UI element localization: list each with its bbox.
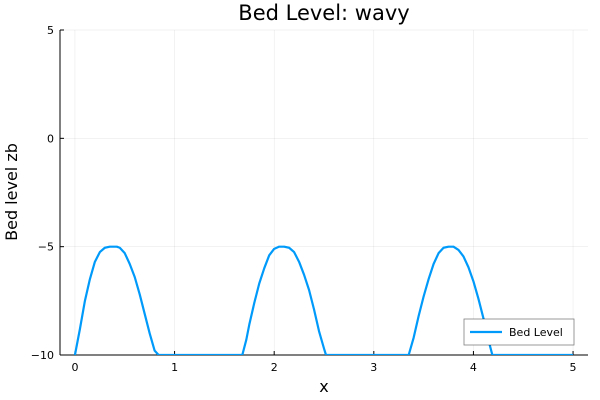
plot-series [73,245,574,355]
x-tick-label: 4 [470,361,477,374]
y-axis-title: Bed level zb [2,143,21,241]
axes [59,29,588,356]
y-tick-label: −5 [38,241,54,254]
legend-label: Bed Level [509,326,563,339]
chart-title: Bed Level: wavy [238,1,409,25]
y-tick-label: −10 [31,349,54,362]
x-tick-label: 1 [171,361,178,374]
grid [60,29,588,356]
legend: Bed Level [463,318,575,346]
x-tick-label: 2 [271,361,278,374]
y-tick-label: 5 [47,24,54,37]
x-axis-title: x [319,377,328,396]
x-tick-label: 0 [71,361,78,374]
x-tick-label: 5 [570,361,577,374]
series-line-bed-level [73,245,574,355]
y-tick-label: 0 [47,132,54,145]
x-tick-label: 3 [370,361,377,374]
tick-labels: 0 1 2 3 4 5 −10 −5 0 5 [31,24,577,374]
